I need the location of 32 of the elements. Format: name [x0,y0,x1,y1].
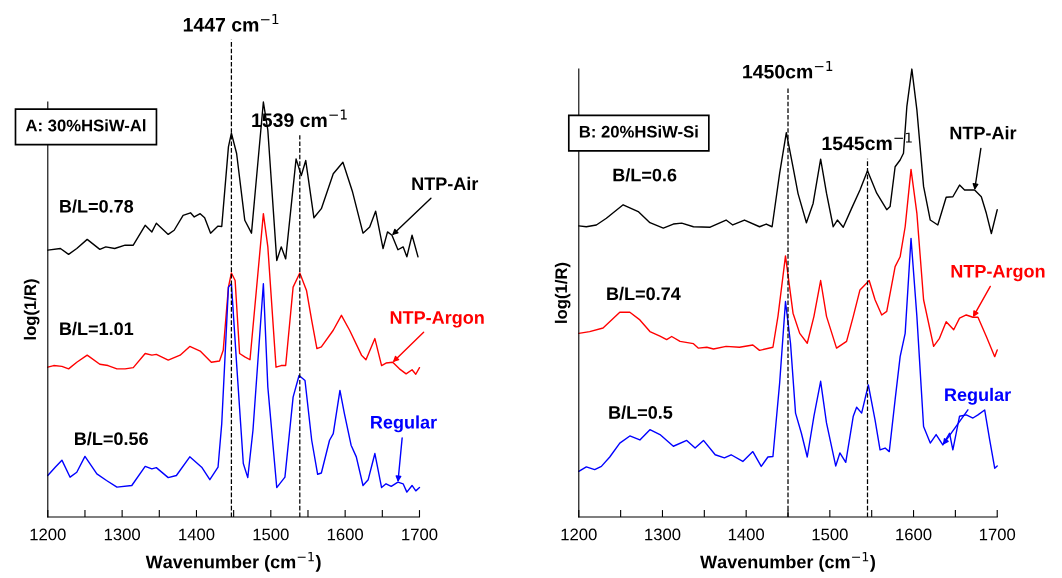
series-label: NTP-Argon [390,311,484,328]
x-tick-label: 1300 [104,528,141,541]
x-tick-label: 1200 [561,528,597,541]
annotation: B/L=0.6 [613,168,677,182]
text: B: 20%HSiW-Si [579,125,698,138]
x-tick-label: 1700 [979,528,1016,541]
x-tick-label: 1500 [253,528,289,541]
text: NTP-Air [412,176,479,190]
y-axis-title: log(1/R) [554,262,571,323]
ref-line-label: 1450cm$^{−1}$ [743,60,833,79]
x-tick-label: 1500 [812,528,848,541]
annotation: B/L=1.01 [60,321,134,336]
x-axis-title: Wavenumber (cm$^{−1}$) [700,552,875,572]
series-label: NTP-Air [950,126,1017,140]
annotation: B/L=0.5 [609,405,673,420]
annotation: B/L=0.56 [75,431,148,446]
text: A: 30%HSiW-Al [25,119,146,132]
series-label: NTP-Argon [951,264,1045,282]
x-tick-label: 1400 [179,528,215,541]
x-tick-label: 1400 [728,528,765,541]
ref-line-label: 1447 cm$^{−1}$ [183,14,279,32]
x-tick-label: 1300 [645,528,681,541]
series-label: Regular [371,415,437,433]
x-tick-label: 1700 [402,528,438,541]
x-tick-label: 1200 [30,528,66,541]
annotation: B/L=0.78 [60,199,134,213]
x-axis-title: Wavenumber (cm$^{−1}$) [145,552,321,572]
x-tick-label: 1600 [896,528,932,541]
y-axis-title: log(1/R) [23,279,40,340]
series-label: Regular [945,387,1011,405]
x-tick-label: 1600 [327,528,364,541]
annotation: B/L=0.74 [607,286,681,301]
